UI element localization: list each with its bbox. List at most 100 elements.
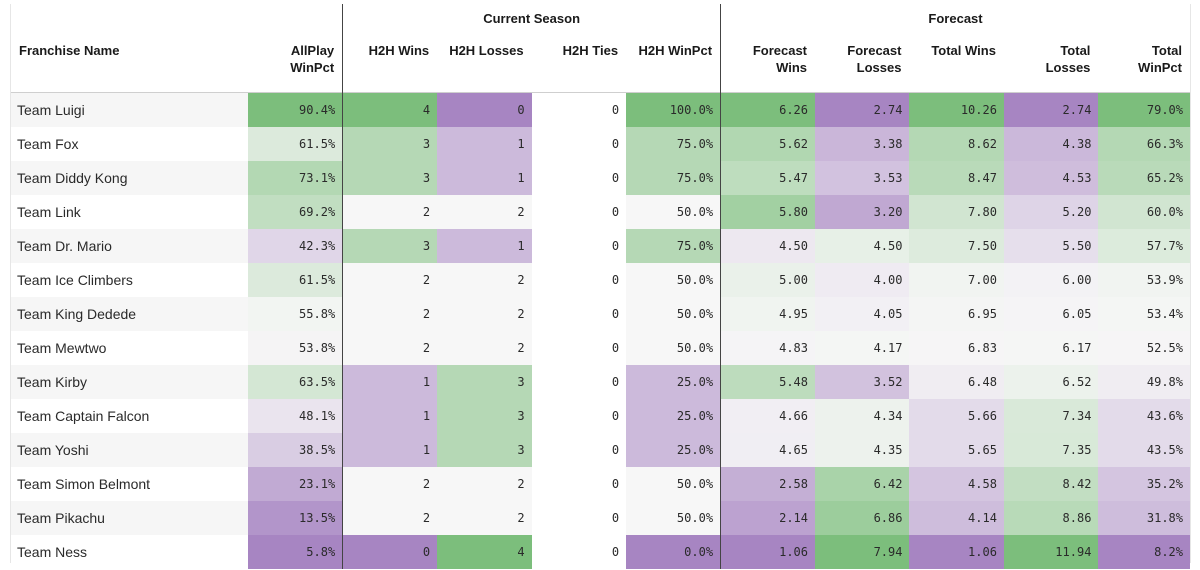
h2h-wins-cell: 1 [342, 433, 438, 467]
franchise-name-cell: Team Kirby [11, 365, 249, 399]
total-wins-cell: 4.14 [909, 501, 1004, 535]
col-total-wins[interactable]: Total Wins [931, 43, 996, 58]
allplay-winpct-cell: 55.8% [248, 297, 343, 331]
h2h-ties-cell: 0 [531, 467, 627, 501]
col-h2h-ties[interactable]: H2H Ties [562, 43, 619, 58]
franchise-name-cell: Team Ness [11, 535, 249, 569]
allplay-winpct-cell: 48.1% [248, 399, 343, 433]
table-row[interactable]: Team King Dedede 55.8% 2 2 0 50.0% 4.95 4.05 6.9… [11, 297, 1190, 331]
col-forecast-wins[interactable]: Forecast Wins [720, 32, 816, 93]
total-wins-cell: 8.47 [909, 161, 1004, 195]
h2h-ties-cell: 0 [531, 127, 627, 161]
franchise-name-cell: Team Simon Belmont [11, 467, 249, 501]
h2h-wins-cell: 2 [342, 501, 438, 535]
col-forecast-losses[interactable]: Forecast Losses [847, 43, 902, 75]
h2h-winpct-cell: 25.0% [626, 365, 721, 399]
table-row[interactable]: Team Simon Belmont 23.1% 2 2 0 50.0% 2.58 6.42 4… [11, 467, 1190, 501]
franchise-name-cell: Team Yoshi [11, 433, 249, 467]
table-row[interactable]: Team Dr. Mario 42.3% 3 1 0 75.0% 4.50 4.50 7.50 5… [11, 229, 1190, 263]
total-losses-cell: 8.42 [1003, 467, 1099, 501]
h2h-losses-cell: 1 [437, 127, 532, 161]
table-row[interactable]: Team Captain Falcon 48.1% 1 3 0 25.0% 4.66 4.34… [11, 399, 1190, 433]
forecast-wins-cell: 5.62 [720, 127, 816, 161]
table-row[interactable]: Team Yoshi 38.5% 1 3 0 25.0% 4.65 4.35 5.65 7.35 4… [11, 433, 1190, 467]
total-winpct-cell: 79.0% [1098, 92, 1190, 127]
total-wins-cell: 4.58 [909, 467, 1004, 501]
forecast-wins-cell: 5.80 [720, 195, 816, 229]
total-winpct-cell: 43.6% [1098, 399, 1190, 433]
col-franchise-name[interactable]: Franchise Name [19, 43, 120, 58]
total-wins-cell: 8.62 [909, 127, 1004, 161]
total-wins-cell: 5.66 [909, 399, 1004, 433]
total-winpct-cell: 66.3% [1098, 127, 1190, 161]
franchise-name-cell: Team Pikachu [11, 501, 249, 535]
total-losses-cell: 8.86 [1003, 501, 1099, 535]
h2h-winpct-cell: 50.0% [626, 501, 721, 535]
h2h-losses-cell: 2 [437, 195, 532, 229]
table-row[interactable]: Team Luigi 90.4% 4 0 0 100.0% 6.26 2.74 10.26 2.7… [11, 92, 1190, 127]
h2h-wins-cell: 3 [342, 229, 438, 263]
franchise-name-cell: Team Ice Climbers [11, 263, 249, 297]
h2h-winpct-cell: 25.0% [626, 433, 721, 467]
forecast-wins-cell: 5.47 [720, 161, 816, 195]
forecast-wins-cell: 1.06 [720, 535, 816, 569]
h2h-wins-cell: 3 [342, 161, 438, 195]
h2h-wins-cell: 2 [342, 467, 438, 501]
allplay-winpct-cell: 63.5% [248, 365, 343, 399]
column-header-row: Franchise Name AllPlay WinPct H2H Wins H2… [11, 32, 1190, 93]
total-losses-cell: 6.00 [1003, 263, 1099, 297]
col-allplay-winpct[interactable]: AllPlay WinPct [290, 43, 335, 75]
h2h-ties-cell: 0 [531, 365, 627, 399]
col-h2h-wins[interactable]: H2H Wins [342, 32, 438, 93]
h2h-wins-cell: 1 [342, 399, 438, 433]
forecast-wins-cell: 4.95 [720, 297, 816, 331]
h2h-ties-cell: 0 [531, 161, 627, 195]
h2h-wins-cell: 2 [342, 297, 438, 331]
total-wins-cell: 7.00 [909, 263, 1004, 297]
table-row[interactable]: Team Kirby 63.5% 1 3 0 25.0% 5.48 3.52 6.48 6.52 4… [11, 365, 1190, 399]
total-wins-cell: 7.80 [909, 195, 1004, 229]
h2h-wins-cell: 1 [342, 365, 438, 399]
total-losses-cell: 11.94 [1003, 535, 1099, 569]
table-row[interactable]: Team Ice Climbers 61.5% 2 2 0 50.0% 5.00 4.00 7.… [11, 263, 1190, 297]
total-wins-cell: 5.65 [909, 433, 1004, 467]
col-total-losses[interactable]: Total Losses [1045, 43, 1091, 75]
allplay-winpct-cell: 53.8% [248, 331, 343, 365]
forecast-losses-cell: 3.52 [815, 365, 910, 399]
table-row[interactable]: Team Fox 61.5% 3 1 0 75.0% 5.62 3.38 8.62 4.38 66.… [11, 127, 1190, 161]
forecast-losses-cell: 2.74 [815, 92, 910, 127]
standings-body: Team Luigi 90.4% 4 0 0 100.0% 6.26 2.74 10.26 2.7… [11, 92, 1190, 569]
total-losses-cell: 5.50 [1003, 229, 1099, 263]
forecast-losses-cell: 3.20 [815, 195, 910, 229]
total-losses-cell: 6.52 [1003, 365, 1099, 399]
h2h-ties-cell: 0 [531, 433, 627, 467]
forecast-losses-cell: 6.42 [815, 467, 910, 501]
total-winpct-cell: 60.0% [1098, 195, 1190, 229]
h2h-winpct-cell: 75.0% [626, 161, 721, 195]
table-row[interactable]: Team Pikachu 13.5% 2 2 0 50.0% 2.14 6.86 4.14 8.8… [11, 501, 1190, 535]
col-h2h-losses[interactable]: H2H Losses [449, 43, 524, 58]
standings-table-container: Current Season Forecast Franchise Name A… [10, 4, 1191, 569]
total-winpct-cell: 31.8% [1098, 501, 1190, 535]
group-header-row: Current Season Forecast [11, 4, 1190, 32]
col-total-winpct[interactable]: Total WinPct [1138, 43, 1182, 75]
h2h-losses-cell: 3 [437, 365, 532, 399]
h2h-ties-cell: 0 [531, 399, 627, 433]
h2h-winpct-cell: 75.0% [626, 127, 721, 161]
total-losses-cell: 2.74 [1003, 92, 1099, 127]
allplay-winpct-cell: 5.8% [248, 535, 343, 569]
total-losses-cell: 7.35 [1003, 433, 1099, 467]
h2h-ties-cell: 0 [531, 297, 627, 331]
h2h-winpct-cell: 50.0% [626, 263, 721, 297]
table-row[interactable]: Team Ness 5.8% 0 4 0 0.0% 1.06 7.94 1.06 11.94 8.2… [11, 535, 1190, 569]
col-h2h-winpct[interactable]: H2H WinPct [638, 43, 713, 58]
allplay-winpct-cell: 13.5% [248, 501, 343, 535]
total-winpct-cell: 49.8% [1098, 365, 1190, 399]
h2h-wins-cell: 2 [342, 331, 438, 365]
total-wins-cell: 6.83 [909, 331, 1004, 365]
h2h-losses-cell: 3 [437, 399, 532, 433]
table-row[interactable]: Team Diddy Kong 73.1% 3 1 0 75.0% 5.47 3.53 8.47… [11, 161, 1190, 195]
total-winpct-cell: 52.5% [1098, 331, 1190, 365]
table-row[interactable]: Team Link 69.2% 2 2 0 50.0% 5.80 3.20 7.80 5.20 60… [11, 195, 1190, 229]
table-row[interactable]: Team Mewtwo 53.8% 2 2 0 50.0% 4.83 4.17 6.83 6.17… [11, 331, 1190, 365]
